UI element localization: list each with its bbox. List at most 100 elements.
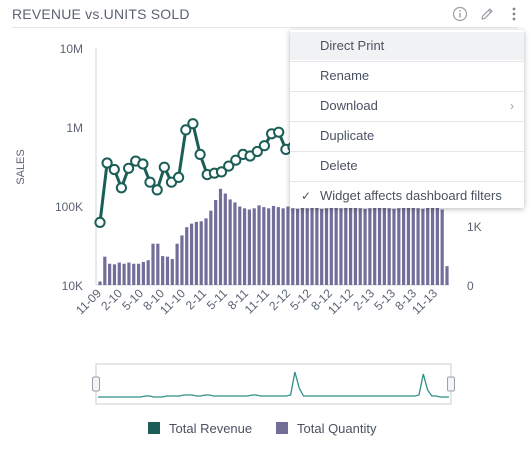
y-tick-label: 10M (60, 42, 83, 56)
quantity-bar (373, 207, 377, 285)
quantity-bar (377, 207, 382, 285)
checkmark-icon: ✓ (301, 189, 312, 203)
quantity-bar (156, 243, 160, 285)
quantity-bar (445, 266, 449, 285)
quantity-bar (218, 188, 223, 285)
quantity-bar (117, 262, 121, 285)
revenue-point (258, 140, 270, 152)
navigator-handle-left[interactable] (92, 376, 100, 392)
menu-item-label: Download (320, 98, 378, 113)
quantity-bar (267, 208, 271, 285)
quantity-bar (214, 200, 218, 285)
menu-item-label: Widget affects dashboard filters (320, 188, 502, 203)
quantity-bar (286, 206, 290, 285)
quantity-bar (324, 208, 329, 285)
quantity-bar (112, 264, 117, 285)
quantity-bar (406, 207, 411, 285)
quantity-bar (426, 207, 430, 285)
y-tick-label: 1M (66, 121, 83, 135)
menu-item-label: Delete (320, 158, 358, 173)
quantity-bar (315, 206, 319, 285)
chevron-right-icon: › (510, 99, 514, 113)
quantity-bar (310, 207, 314, 285)
menu-item-duplicate[interactable]: Duplicate (290, 122, 524, 150)
quantity-bar (281, 208, 285, 285)
revenue-point (144, 176, 156, 188)
quantity-bar (358, 208, 362, 285)
menu-item-download[interactable]: Download › (290, 92, 524, 120)
quantity-bar (421, 208, 425, 285)
quantity-bar (387, 208, 391, 285)
quantity-bar (411, 206, 415, 285)
x-tick-label: 5-11 (204, 286, 230, 312)
revenue-point (187, 118, 199, 130)
quantity-bar (151, 243, 155, 285)
menu-item-delete[interactable]: Delete (290, 152, 524, 180)
quantity-bar (368, 208, 372, 285)
quantity-bar (136, 263, 141, 285)
range-navigator (95, 363, 452, 405)
revenue-point (137, 158, 149, 170)
revenue-point (94, 216, 106, 228)
x-tick-label: 2-12 (266, 286, 293, 313)
quantity-bar (339, 208, 343, 285)
quantity-bar (334, 207, 338, 285)
quantity-bar (189, 223, 194, 285)
quantity-bar (305, 208, 309, 285)
y-tick-label: 10K (62, 279, 83, 293)
y-axis-label: SALES (15, 149, 27, 184)
revenue-point (101, 157, 113, 169)
revenue-point (215, 166, 228, 178)
quantity-bar (194, 221, 198, 285)
pencil-icon[interactable] (478, 5, 496, 23)
quantity-bar (353, 203, 358, 285)
more-options-icon[interactable] (505, 5, 523, 23)
quantity-bar (199, 221, 203, 285)
menu-divider (290, 151, 524, 152)
revenue-point (108, 163, 120, 176)
widget-options-menu: Direct Print Rename Download › Duplicate … (290, 30, 524, 208)
quantity-bar (440, 209, 444, 285)
quantity-bar (242, 208, 247, 285)
quantity-bar (175, 243, 179, 285)
quantity-bar (108, 263, 112, 285)
menu-item-label: Duplicate (320, 128, 375, 143)
y-tick-label: 100K (55, 200, 83, 214)
quantity-bar (141, 261, 145, 285)
quantity-bar (185, 227, 189, 285)
revenue-point (180, 124, 192, 136)
quantity-bar (146, 260, 150, 285)
menu-item-label: Rename (320, 68, 370, 83)
revenue-point (151, 184, 163, 196)
quantity-bar (430, 207, 435, 285)
quantity-bar (252, 208, 256, 285)
quantity-bar (416, 208, 420, 285)
legend-label: Total Quantity (297, 420, 377, 436)
legend-item-quantity[interactable]: Total Quantity (276, 420, 377, 436)
legend-item-revenue[interactable]: Total Revenue (148, 420, 252, 436)
quantity-bar (397, 208, 401, 285)
x-tick-label: 5-10 (119, 286, 146, 313)
quantity-bar (276, 207, 280, 285)
quantity-bar (127, 262, 131, 285)
x-tick-label: 5-12 (287, 286, 314, 313)
revenue-point (251, 145, 263, 158)
menu-item-direct-print[interactable]: Direct Print (290, 32, 524, 60)
quantity-bar (349, 204, 353, 285)
menu-divider (290, 121, 524, 122)
navigator-line (98, 371, 449, 398)
menu-item-rename[interactable]: Rename (290, 62, 524, 90)
quantity-bar (329, 206, 333, 285)
quantity-bar (392, 208, 396, 285)
quantity-bar (402, 207, 406, 285)
widget-title: REVENUE vs.UNITS SOLD (12, 6, 190, 22)
quantity-bar (257, 205, 261, 285)
navigator-handle-right[interactable] (447, 376, 455, 392)
quantity-bar (271, 205, 276, 285)
info-icon[interactable] (451, 5, 469, 23)
quantity-bar (180, 235, 184, 285)
x-tick-label: 2-11 (183, 286, 209, 312)
menu-item-widget-affects-filters[interactable]: ✓ Widget affects dashboard filters (290, 182, 524, 210)
quantity-bar (363, 208, 367, 285)
quantity-bar (296, 208, 300, 285)
